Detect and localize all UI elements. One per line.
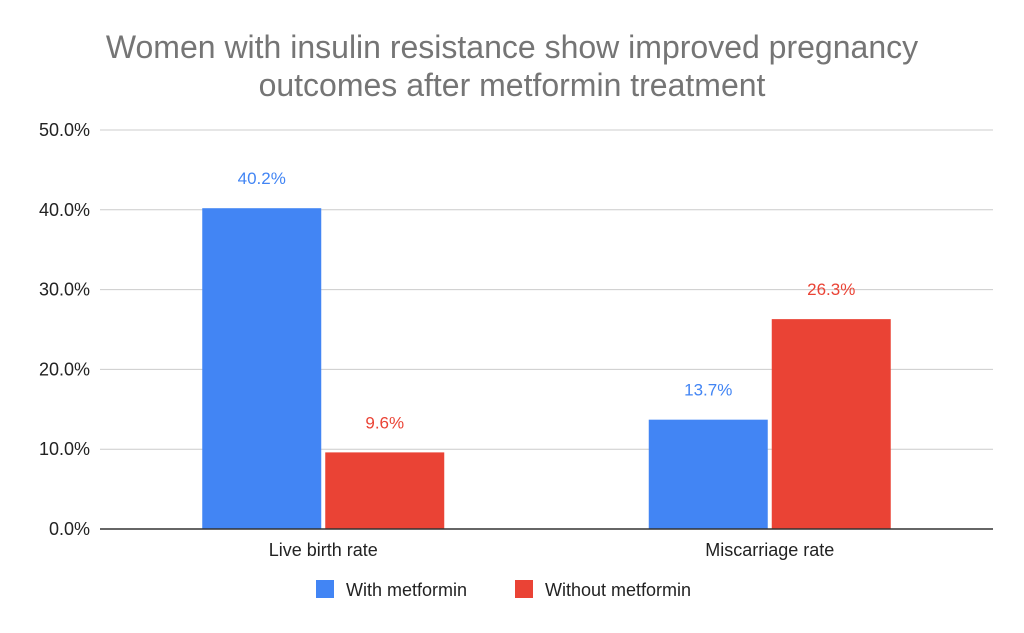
bar: [771, 319, 891, 529]
data-label: 40.2%: [238, 169, 286, 188]
chart-title-line-1: Women with insulin resistance show impro…: [105, 29, 919, 65]
chart-title: Women with insulin resistance show impro…: [0, 28, 1024, 104]
legend-label: Without metformin: [545, 580, 691, 600]
data-label: 13.7%: [684, 381, 732, 400]
bar: [202, 208, 322, 530]
x-category-label: Miscarriage rate: [705, 540, 834, 560]
bar: [648, 419, 768, 529]
data-label: 26.3%: [807, 280, 855, 299]
y-tick-label: 20.0%: [39, 359, 90, 379]
bar: [325, 452, 445, 529]
legend-swatch: [515, 580, 533, 598]
y-tick-label: 10.0%: [39, 439, 90, 459]
legend-label: With metformin: [346, 580, 467, 600]
y-tick-label: 0.0%: [49, 519, 90, 539]
x-category-label: Live birth rate: [269, 540, 378, 560]
y-tick-label: 40.0%: [39, 200, 90, 220]
legend-swatch: [316, 580, 334, 598]
y-tick-label: 30.0%: [39, 280, 90, 300]
chart-title-line-2: outcomes after metformin treatment: [258, 67, 766, 103]
y-tick-label: 50.0%: [39, 120, 90, 140]
data-label: 9.6%: [365, 413, 404, 432]
